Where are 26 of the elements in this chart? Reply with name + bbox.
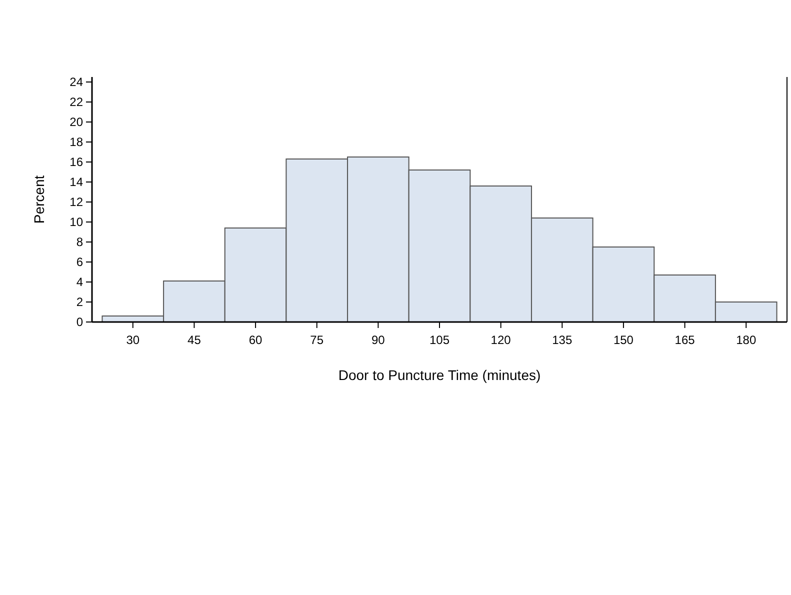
x-tick-label: 135 [552,333,572,348]
x-tick-label: 105 [429,333,450,348]
x-tick-label: 30 [126,333,140,348]
x-tick-label: 75 [310,333,324,348]
y-tick-label: 10 [70,214,84,229]
x-tick-label: 120 [490,333,512,348]
y-tick-label: 14 [70,174,84,189]
x-tick-label: 90 [371,333,386,348]
y-tick-label: 0 [76,314,84,329]
x-tick-label: 60 [248,333,263,348]
y-tick-label: 8 [76,234,84,249]
y-tick-label: 16 [70,154,84,169]
x-tick-label: 150 [613,333,634,348]
y-tick-label: 4 [76,274,84,289]
y-tick-label: 22 [70,94,84,109]
y-tick-label: 18 [70,134,84,149]
x-tick-label: 180 [736,333,756,348]
y-tick-label: 20 [70,114,84,129]
y-tick-label: 2 [76,294,84,309]
y-tick-label: 6 [76,254,84,269]
y-tick-label: 12 [70,194,84,209]
x-tick-label: 45 [188,333,202,348]
y-axis-title: Percent [31,175,47,224]
y-tick-label: 24 [70,74,84,89]
x-tick-label: 165 [674,333,696,348]
x-axis-title: Door to Puncture Time (minutes) [338,367,541,383]
